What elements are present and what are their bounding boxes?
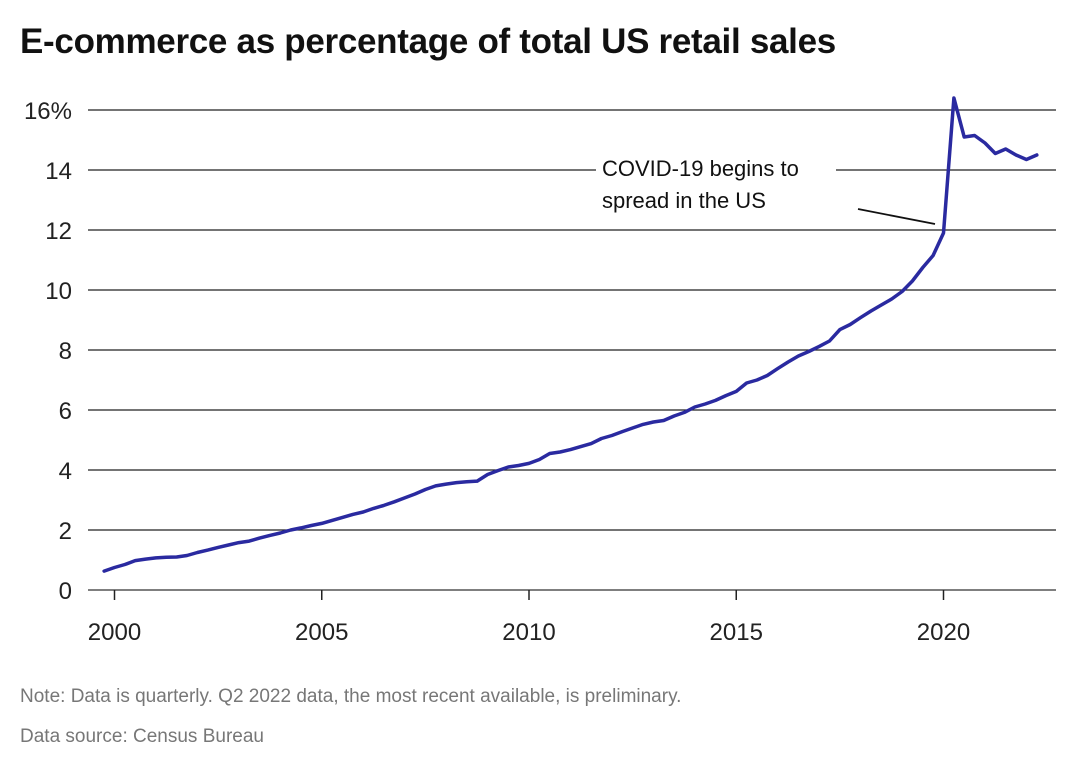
- line-chart: 0 2 4 6 8 10 12 14 16% 2000 2005 2010 2015 2020 COVI…: [24, 96, 1056, 646]
- y-tick-label: 0: [59, 578, 72, 605]
- y-tick-label: 12: [45, 218, 72, 245]
- x-tick-label: 2000: [88, 619, 141, 646]
- x-tick-label: 2005: [295, 619, 348, 646]
- x-tick-label: 2010: [502, 619, 555, 646]
- x-tick-label: 2020: [917, 619, 970, 646]
- annotation-leader-line: [857, 208, 936, 225]
- footnote: Note: Data is quarterly. Q2 2022 data, t…: [20, 686, 682, 707]
- y-tick-label: 16%: [24, 98, 72, 125]
- series-line: [102, 96, 1039, 573]
- y-tick-label: 4: [59, 458, 72, 485]
- y-tick-label: 14: [45, 158, 72, 185]
- annotation-text: COVID-19 begins to: [602, 156, 799, 181]
- y-tick-label: 10: [45, 278, 72, 305]
- x-axis: 2000 2005 2010 2015 2020: [88, 590, 970, 646]
- data-source: Data source: Census Bureau: [20, 726, 264, 747]
- x-tick-label: 2015: [710, 619, 763, 646]
- annotation-text: spread in the US: [602, 188, 766, 213]
- y-tick-label: 2: [59, 518, 72, 545]
- gridlines: [88, 109, 1056, 591]
- y-tick-label: 6: [59, 398, 72, 425]
- chart-title: E-commerce as percentage of total US ret…: [20, 22, 836, 61]
- annotation: COVID-19 begins to spread in the US: [596, 150, 936, 225]
- y-axis: 0 2 4 6 8 10 12 14 16%: [24, 98, 72, 605]
- y-tick-label: 8: [59, 338, 72, 365]
